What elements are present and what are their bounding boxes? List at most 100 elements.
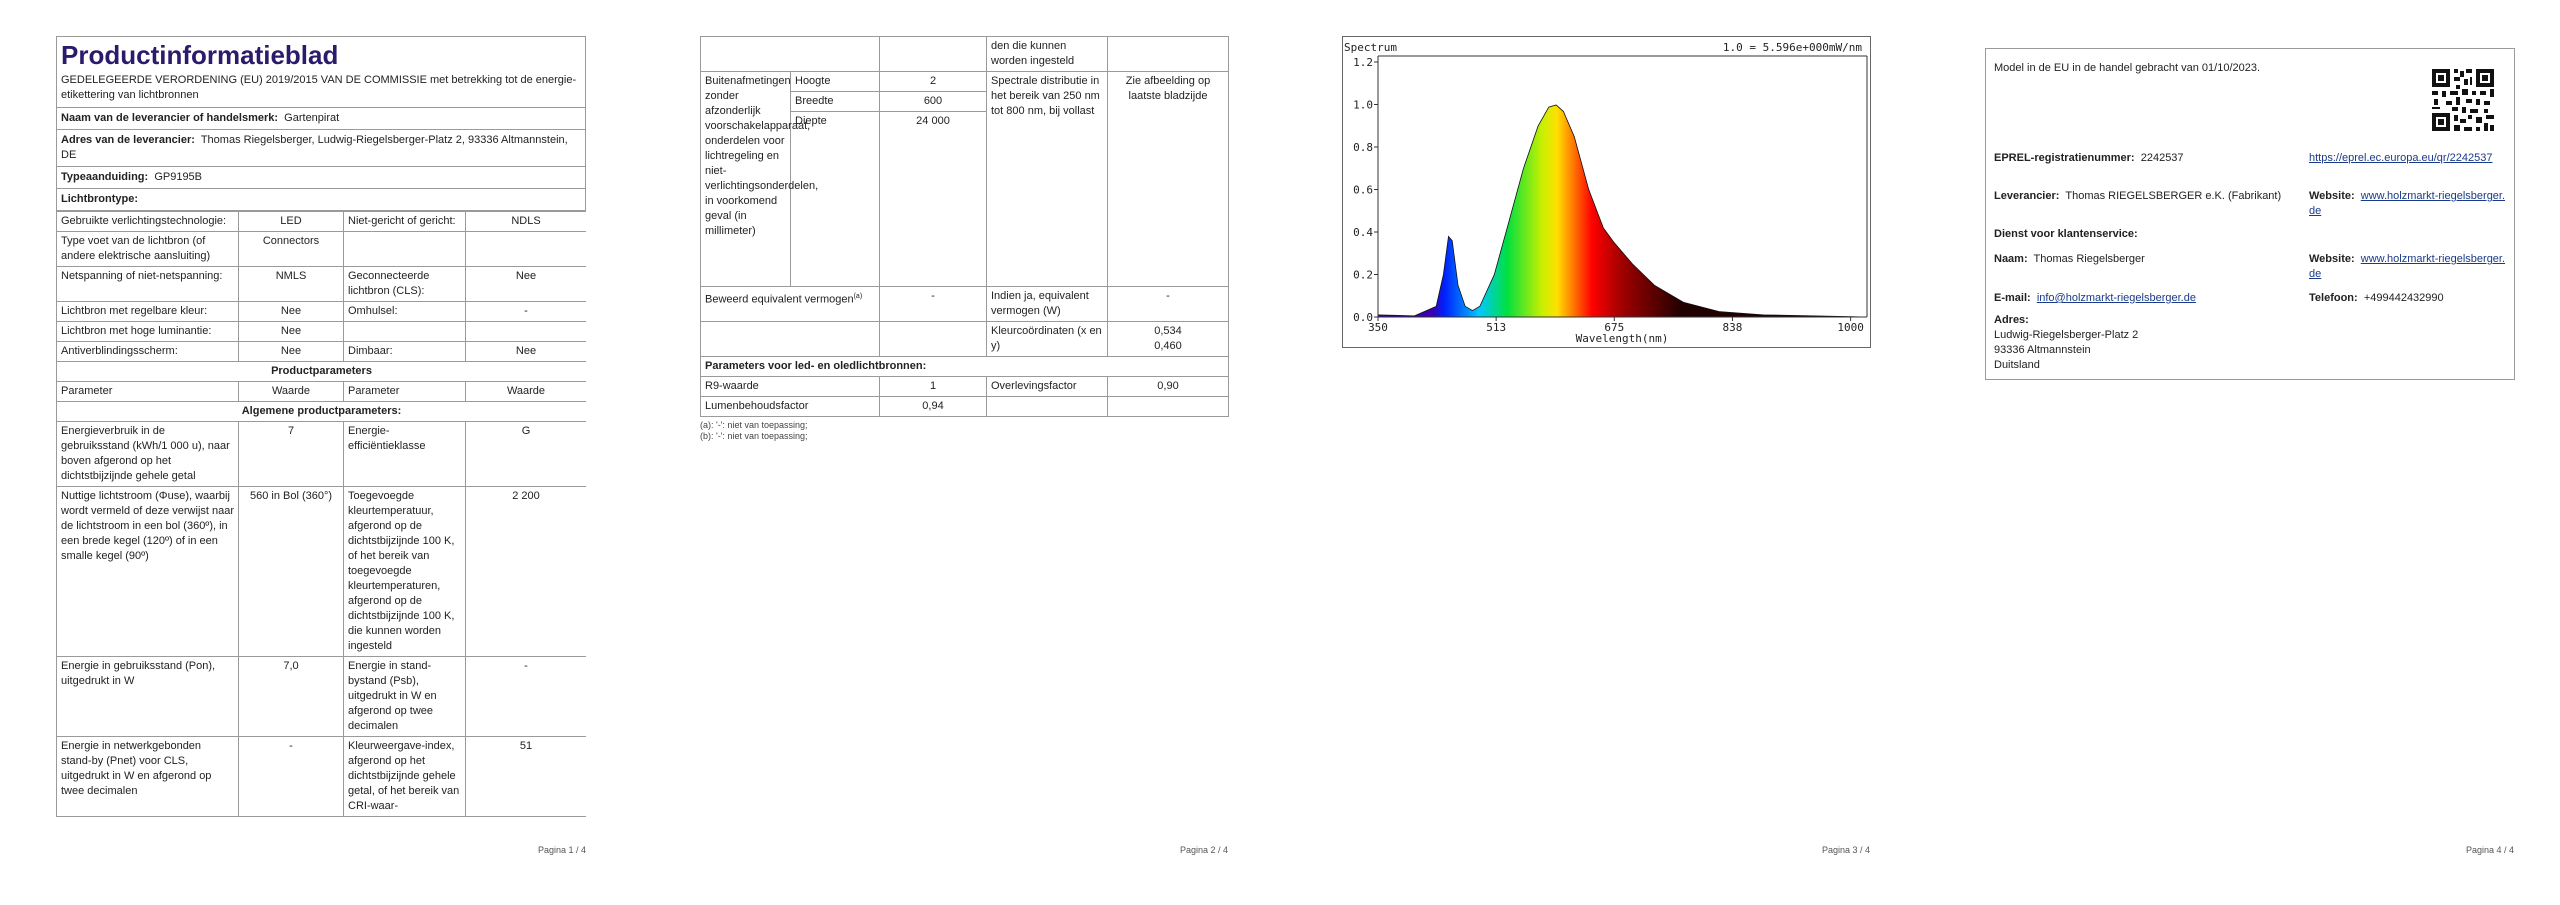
label: Telefoon: <box>2309 292 2358 304</box>
spectrum-figure: Spectrum 1.0 = 5.596e+000mW/nm Wavelengt… <box>1342 36 1871 348</box>
cell <box>879 36 987 72</box>
cell: Naam van de leverancier of handelsmerk: … <box>56 107 586 130</box>
row: Parameter Waarde Parameter Waarde <box>56 381 586 402</box>
row: Energie in netwerkgebonden stand-by (Pne… <box>56 736 586 817</box>
row: Lichtbron met hoge luminantie: Nee <box>56 321 586 342</box>
page-header: Productinformatieblad GEDELEGEERDE VEROR… <box>56 36 586 107</box>
cell: - <box>465 656 586 737</box>
layout <box>2432 69 2494 131</box>
layout: den die kunnen worden ingesteld Buitenaf… <box>700 36 1229 377</box>
field: E-mail: info@holzmarkt-riegelsberger.de <box>1994 291 2196 306</box>
field: Leverancier: Thomas RIEGELSBERGER e.K. (… <box>1994 189 2281 204</box>
row: Antiverblindingsscherm: Nee Dimbaar: Nee <box>56 341 586 362</box>
x-tick-label: 675 <box>1604 321 1624 334</box>
title: Productinformatieblad <box>61 40 339 70</box>
link[interactable]: www.holzmarkt-riegelsberger.de <box>2309 190 2506 217</box>
cell <box>343 321 466 342</box>
qr-code <box>2432 69 2494 131</box>
y-tick-label: 0.2 <box>1353 269 1373 282</box>
cell: Diepte <box>790 111 880 287</box>
field: https://eprel.ec.europa.eu/qr/2242537 <box>2309 151 2509 166</box>
page-number: Pagina 2 / 4 <box>1179 845 1228 855</box>
row: Lichtbrontype: <box>56 188 586 211</box>
cell: 2 <box>879 71 987 92</box>
cell: Netspanning of niet-netspanning: <box>56 266 239 302</box>
cell <box>700 321 880 357</box>
cell: Beweerd equivalent vermogen(a) <box>700 286 880 322</box>
row: Nuttige lichtstroom (Φuse), waarbij word… <box>56 486 586 657</box>
cell: - <box>1107 286 1229 322</box>
label: E-mail: <box>1994 292 2031 304</box>
link[interactable]: info@holzmarkt-riegelsberger.de <box>2036 292 2196 304</box>
address-line: Ludwig-Riegelsberger-Platz 2 <box>1994 329 2139 341</box>
value: Gartenpirat <box>284 112 340 124</box>
cell: NDLS <box>465 211 586 232</box>
footnote: (b): '-': niet van toepassing; <box>700 431 808 441</box>
cell: den die kunnen worden ingesteld <box>986 36 1108 72</box>
cell <box>986 396 1108 417</box>
cell: Antiverblindingsscherm: <box>56 341 239 362</box>
cell: 51 <box>465 736 586 817</box>
row: Lumenbehoudsfactor 0,94 <box>700 396 1229 417</box>
cell: Kleurweergave-index, afgerond op het dic… <box>343 736 466 817</box>
cell: Algemene productparameters: <box>56 401 586 422</box>
page-1: Productinformatieblad GEDELEGEERDE VEROR… <box>56 36 586 840</box>
cell: 1 <box>879 376 987 397</box>
cell: Breedte <box>790 91 880 112</box>
cell: NMLS <box>238 266 344 302</box>
cell <box>465 321 586 342</box>
label: Website: <box>2309 253 2355 265</box>
cell: Typeaanduiding: GP9195B <box>56 166 586 189</box>
link[interactable]: www.holzmarkt-riegelsberger.de <box>2309 253 2506 280</box>
cell: Connectors <box>238 231 344 267</box>
field: Naam: Thomas Riegelsberger <box>1994 252 2145 267</box>
x-tick-label: 513 <box>1486 321 1506 334</box>
cell: 0,90 <box>1107 376 1229 397</box>
cell <box>1107 396 1229 417</box>
value: 2242537 <box>2140 152 2184 164</box>
cell: Parameter <box>343 381 466 402</box>
led-rows: R9-waarde 1 Overlevingsfactor 0,90 Lumenbeho… <box>700 376 1229 417</box>
value: +499442432990 <box>2363 292 2444 304</box>
layout <box>2432 113 2450 131</box>
layout: Parameters voor led- en oledlichtbronnen… <box>700 356 1229 377</box>
cell: Parameter <box>56 381 239 402</box>
page-2: den die kunnen worden ingesteld Buitenaf… <box>700 36 1229 445</box>
value: 0,460 <box>1154 340 1182 352</box>
cell: Gebruikte verlichtingstechnologie: <box>56 211 239 232</box>
page-number: Pagina 4 / 4 <box>2465 845 2514 855</box>
row: Adres van de leverancier: Thomas Riegels… <box>56 129 586 167</box>
cell: - <box>465 301 586 322</box>
figure-title: Spectrum <box>1344 41 1397 54</box>
row: Gebruikte verlichtingstechnologie: LED Nie… <box>56 211 586 232</box>
cell: Niet-gericht of gericht: <box>343 211 466 232</box>
layout <box>2432 69 2450 87</box>
label: Beweerd equivalent vermogen <box>705 293 854 306</box>
row: Energieverbruik in de gebruiksstand (kWh… <box>56 421 586 487</box>
row: Productparameters <box>56 361 586 382</box>
cell: - <box>238 736 344 817</box>
page-4: Model in de EU in de handel gebracht van… <box>1985 48 2515 380</box>
link[interactable]: https://eprel.ec.europa.eu/qr/2242537 <box>2309 152 2493 164</box>
y-tick-label: 1.0 <box>1353 99 1373 112</box>
supplier-table: Naam van de leverancier of handelsmerk: … <box>56 107 586 211</box>
cell: 7 <box>238 421 344 487</box>
layout: Diepte 24 000 <box>701 111 1229 287</box>
address-line: Duitsland <box>1994 359 2040 371</box>
row: Energie in gebruiksstand (Pon), uitgedru… <box>56 656 586 737</box>
cell <box>879 321 987 357</box>
cell: Indien ja, equivalent vermogen (W) <box>986 286 1108 322</box>
row: Typeaanduiding: GP9195B <box>56 166 586 189</box>
spectrum-curve <box>1377 104 1866 318</box>
cell: Omhulsel: <box>343 301 466 322</box>
cell: Productparameters <box>56 361 586 382</box>
row: Netspanning of niet-netspanning: NMLS Geco… <box>56 266 586 302</box>
cell: Lichtbron met regelbare kleur: <box>56 301 239 322</box>
cell: Nee <box>238 341 344 362</box>
cell <box>465 231 586 267</box>
label: Website: <box>2309 190 2355 202</box>
cell <box>1107 36 1229 72</box>
cell: 24 000 <box>879 111 987 287</box>
row: Naam van de leverancier of handelsmerk: … <box>56 107 586 130</box>
